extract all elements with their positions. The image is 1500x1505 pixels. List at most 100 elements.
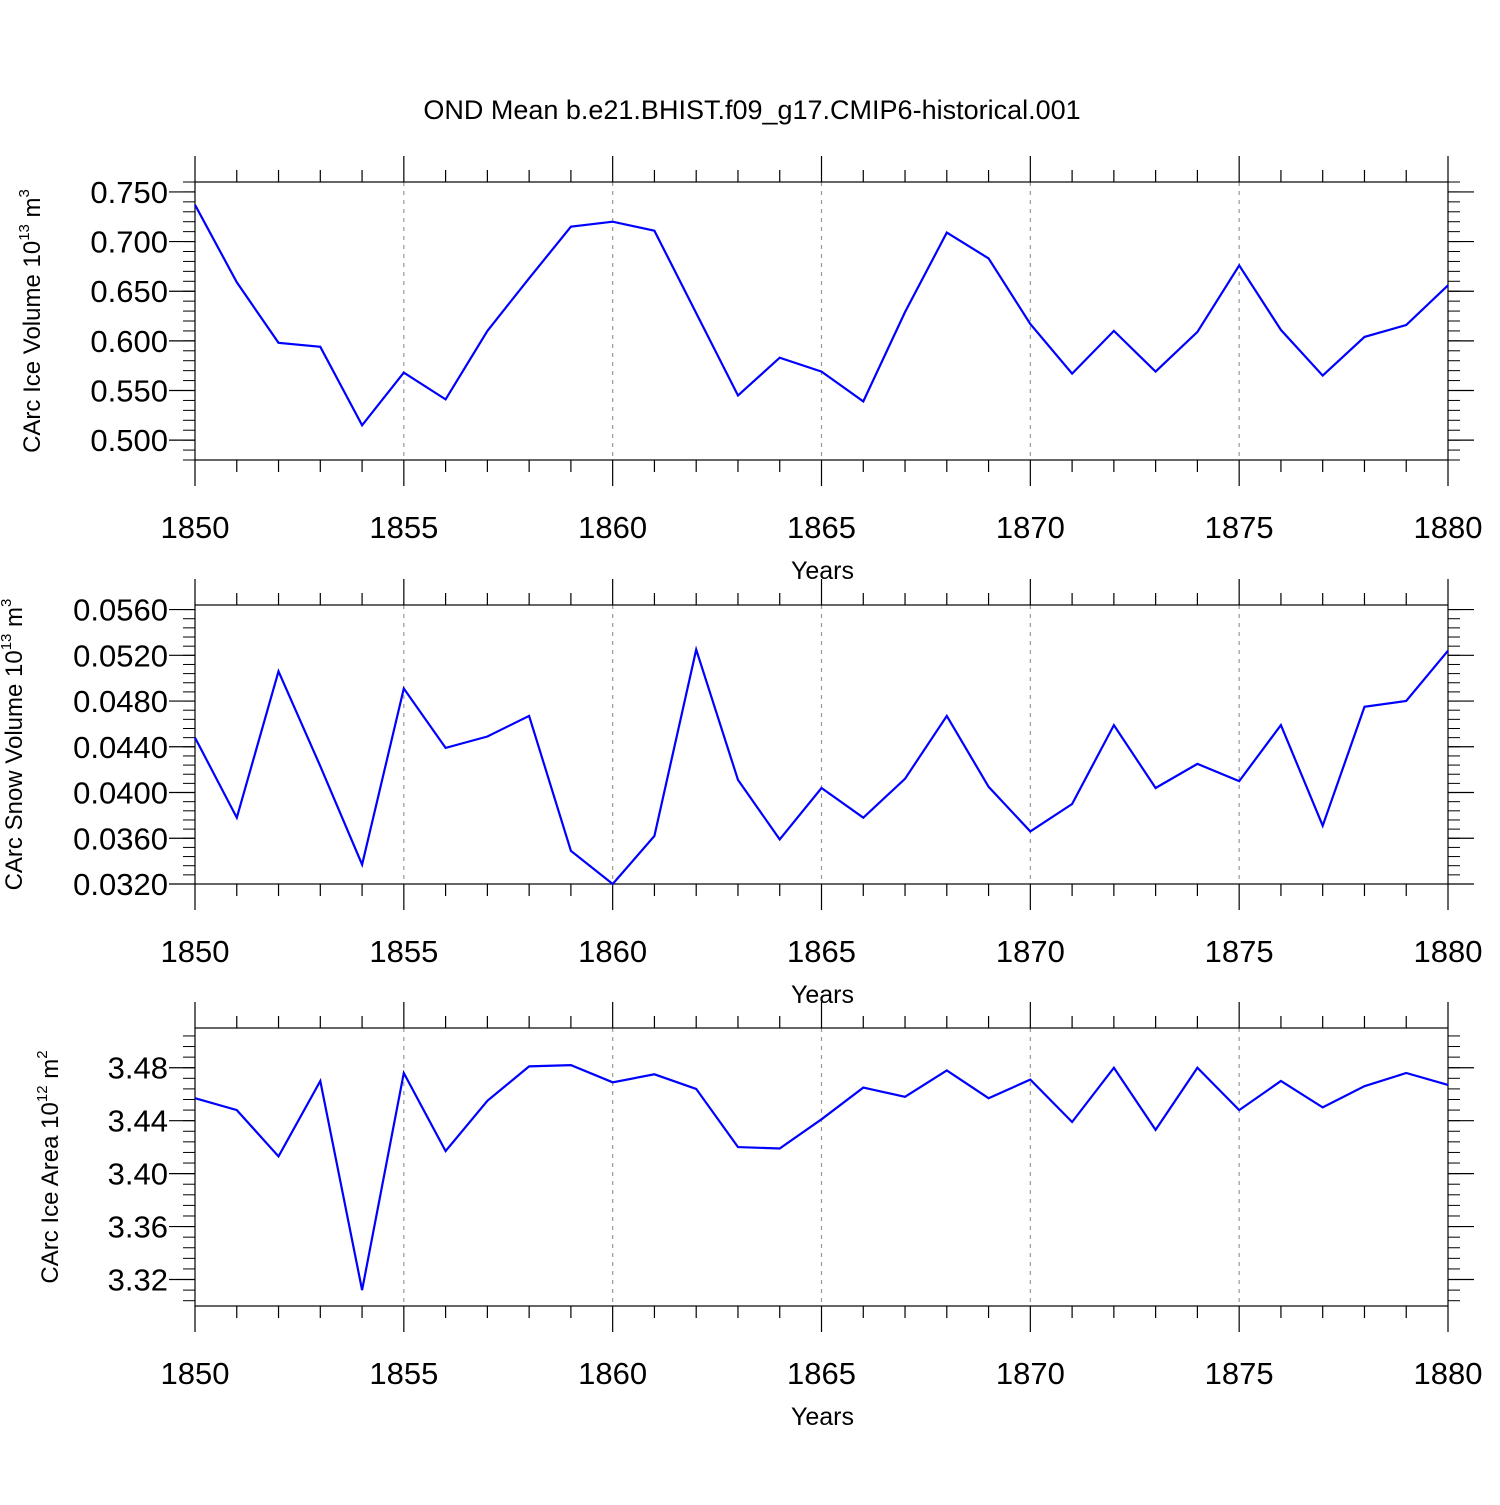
data-point	[1362, 1084, 1366, 1088]
y-axis-label: CArc Ice Area 1012 m2	[34, 1050, 64, 1283]
data-point	[444, 1149, 448, 1153]
y-tick-label: 3.44	[108, 1104, 168, 1139]
data-point	[569, 1063, 573, 1067]
data-point	[987, 1096, 991, 1100]
data-point	[485, 329, 489, 333]
x-tick-label: 1855	[369, 1356, 438, 1391]
data-point	[1237, 263, 1241, 267]
y-tick-label: 0.600	[90, 324, 168, 359]
data-point	[1404, 699, 1408, 703]
data-point	[611, 882, 615, 886]
data-point	[987, 785, 991, 789]
data-point	[193, 1096, 197, 1100]
data-point	[945, 714, 949, 718]
data-point	[402, 1071, 406, 1075]
x-tick-label: 1880	[1414, 510, 1483, 545]
data-point	[235, 280, 239, 284]
data-point	[318, 345, 322, 349]
data-point	[1195, 1066, 1199, 1070]
data-point	[820, 786, 824, 790]
data-point	[527, 714, 531, 718]
data-point	[987, 256, 991, 260]
y-axis-label-exponent: 13	[16, 224, 33, 241]
data-point	[527, 1064, 531, 1068]
x-tick-label: 1870	[996, 934, 1065, 969]
data-point	[360, 1288, 364, 1292]
data-point	[235, 1108, 239, 1112]
data-point	[1279, 723, 1283, 727]
y-tick-label: 3.48	[108, 1051, 168, 1086]
x-tick-label: 1865	[787, 934, 856, 969]
x-tick-label: 1870	[996, 1356, 1065, 1391]
data-point	[694, 648, 698, 652]
data-point	[527, 276, 531, 280]
data-point	[485, 734, 489, 738]
y-tick-label: 0.0480	[73, 684, 168, 719]
x-axis-label: Years	[791, 981, 854, 1009]
data-point	[485, 1099, 489, 1103]
data-point	[360, 863, 364, 867]
y-axis-label-unit: m	[19, 197, 46, 224]
data-point	[820, 1117, 824, 1121]
x-tick-label: 1875	[1205, 1356, 1274, 1391]
data-point	[444, 397, 448, 401]
x-tick-label: 1875	[1205, 510, 1274, 545]
y-axis-label-exponent: 12	[34, 1085, 51, 1102]
y-tick-label: 0.0560	[73, 593, 168, 628]
x-tick-label: 1850	[161, 934, 230, 969]
data-point	[1112, 723, 1116, 727]
data-point	[1195, 762, 1199, 766]
series-line	[194, 204, 1449, 428]
data-point	[235, 816, 239, 820]
x-tick-label: 1875	[1205, 934, 1274, 969]
x-tick-label: 1865	[787, 1356, 856, 1391]
data-point	[903, 777, 907, 781]
data-point	[861, 816, 865, 820]
y-axis-label-unit-exponent: 3	[16, 189, 33, 197]
data-point	[652, 229, 656, 233]
data-point	[402, 686, 406, 690]
data-point	[1237, 1108, 1241, 1112]
x-tick-label: 1855	[369, 510, 438, 545]
data-point	[1404, 323, 1408, 327]
data-point	[318, 764, 322, 768]
y-tick-label: 0.0520	[73, 638, 168, 673]
x-tick-label: 1880	[1414, 1356, 1483, 1391]
data-point	[903, 310, 907, 314]
data-point	[1028, 1078, 1032, 1082]
data-point	[903, 1095, 907, 1099]
data-point	[1321, 1105, 1325, 1109]
data-point	[736, 778, 740, 782]
y-axis-label-unit-exponent: 3	[0, 599, 15, 607]
data-point	[1070, 1120, 1074, 1124]
x-tick-label: 1865	[787, 510, 856, 545]
data-point	[945, 1068, 949, 1072]
data-point	[652, 1072, 656, 1076]
data-point	[360, 423, 364, 427]
data-point	[569, 849, 573, 853]
y-tick-label: 0.0360	[73, 821, 168, 856]
y-axis-label: CArc Ice Volume 1013 m3	[16, 189, 46, 453]
data-point	[778, 356, 782, 360]
series-line	[194, 1063, 1449, 1291]
panel-2: 0.0320 0.0360 0.0400 0.0440 0.0480 0.0520 0.05…	[0, 579, 1482, 1009]
data-point	[444, 746, 448, 750]
y-axis-label-text: CArc Ice Area 10	[37, 1102, 64, 1283]
data-point	[694, 1087, 698, 1091]
y-axis-label-unit-exponent: 2	[34, 1050, 51, 1058]
x-tick-label: 1870	[996, 510, 1065, 545]
data-point	[778, 1146, 782, 1150]
data-point	[1154, 1128, 1158, 1132]
x-tick-label: 1860	[578, 510, 647, 545]
data-point	[277, 1154, 281, 1158]
y-axis-label-unit: m	[37, 1059, 64, 1086]
x-tick-label: 1850	[161, 1356, 230, 1391]
panel-3: 3.32 3.36 3.40 3.44 3.48 1850 1855 1860 1865 1870…	[34, 1002, 1482, 1431]
data-point	[1070, 802, 1074, 806]
y-axis-label: CArc Snow Volume 1013 m3	[0, 599, 28, 891]
data-point	[1446, 649, 1450, 653]
data-point	[1279, 1079, 1283, 1083]
data-point	[1112, 1066, 1116, 1070]
